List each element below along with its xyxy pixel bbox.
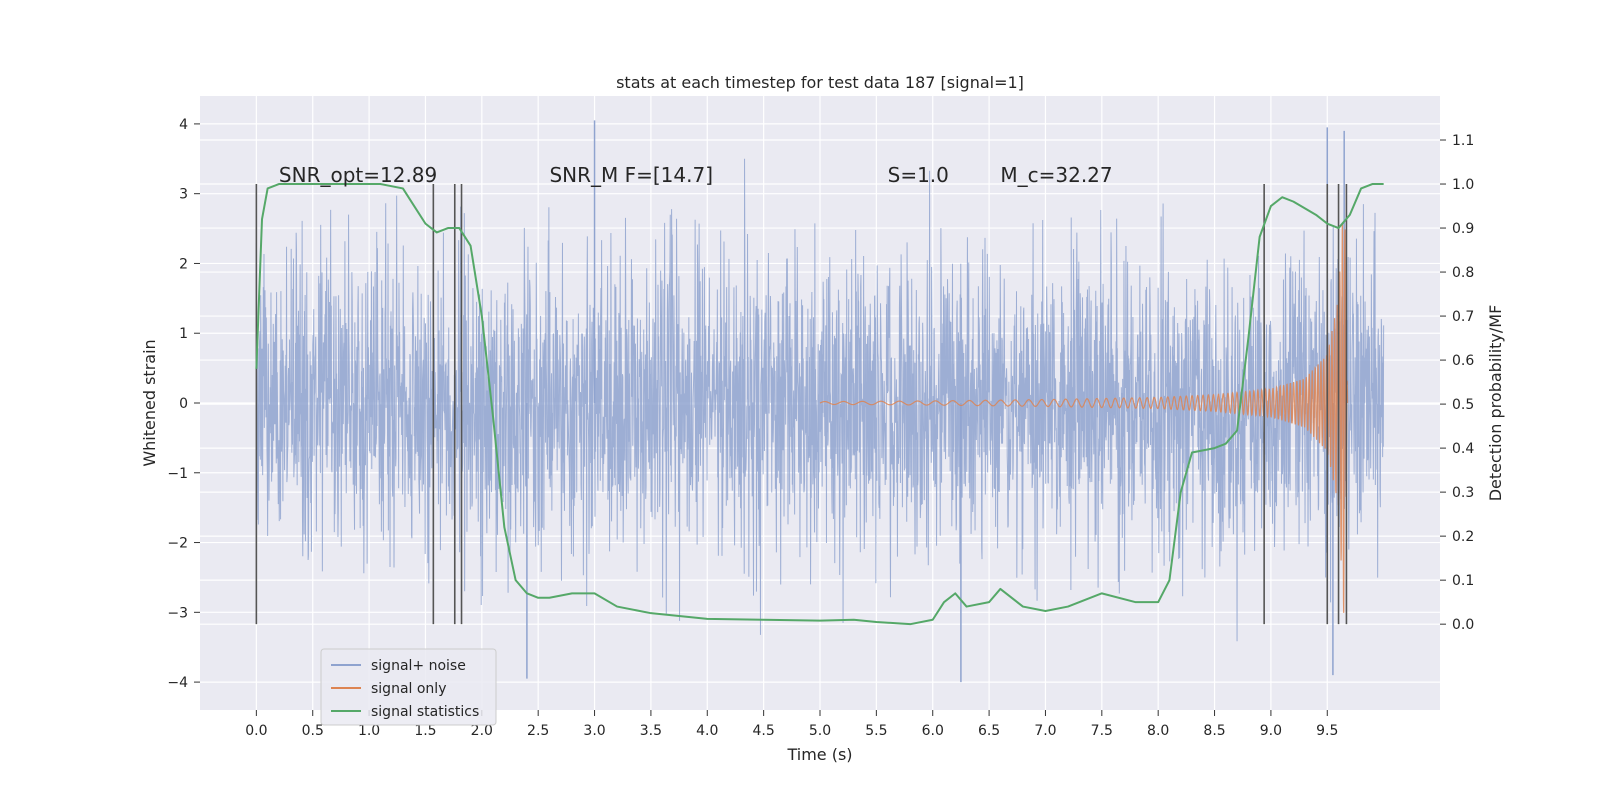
x-tick-label: 1.5 <box>414 723 436 739</box>
x-tick-label: 7.5 <box>1091 723 1113 739</box>
annotation-label: M_c=32.27 <box>1000 163 1112 187</box>
legend-box <box>320 648 497 726</box>
x-tick-label: 2.0 <box>471 723 493 739</box>
x-tick-label: 1.0 <box>358 723 380 739</box>
plot-area: SNR_opt=12.89 SNR_M F=[14.7] S=1.0 M_c=32.2… <box>255 120 1385 683</box>
y2-tick-label: 0.6 <box>1452 353 1474 369</box>
x-axis-label: Time (s) <box>786 745 852 764</box>
y2-tick-label: 0.9 <box>1452 221 1474 237</box>
y-tick-label: 2 <box>179 256 188 272</box>
y2-tick-label: 0.4 <box>1452 441 1474 457</box>
legend: signal+ noise signal only signal statistic… <box>320 648 497 726</box>
x-tick-label: 3.5 <box>640 723 662 739</box>
legend-label: signal+ noise <box>371 658 466 674</box>
y-tick-label: −3 <box>167 605 188 621</box>
y-tick-label: −4 <box>167 675 188 691</box>
y-tick-label: 3 <box>179 187 188 203</box>
y2-tick-label: 0.7 <box>1452 309 1474 325</box>
y2-tick-label: 0.1 <box>1452 573 1474 589</box>
x-tick-label: 8.0 <box>1147 723 1169 739</box>
x-tick-label: 8.5 <box>1203 723 1225 739</box>
chart-title: stats at each timestep for test data 187… <box>616 73 1024 92</box>
x-tick-label: 9.5 <box>1316 723 1338 739</box>
x-tick-label: 4.0 <box>696 723 718 739</box>
x-tick-label: 0.5 <box>302 723 324 739</box>
y2-tick-label: 0.0 <box>1452 617 1474 633</box>
vertical-markers <box>255 184 1348 625</box>
chirp-series <box>819 223 1349 613</box>
x-tick-label: 5.0 <box>809 723 831 739</box>
legend-label: signal statistics <box>371 704 479 720</box>
x-tick-label: 3.0 <box>583 723 605 739</box>
x-axis: 0.0 0.5 1.0 1.5 2.0 2.5 3.0 3.5 4.0 4.5 5.0 5.5 6.0 6… <box>245 710 1338 739</box>
x-tick-label: 5.5 <box>865 723 887 739</box>
noise-line <box>255 158 1385 642</box>
x-tick-label: 0.0 <box>245 723 267 739</box>
y-tick-label: −1 <box>167 466 188 482</box>
y2-tick-label: 1.1 <box>1452 133 1474 149</box>
statistics-series <box>255 183 1384 626</box>
x-tick-label: 9.0 <box>1260 723 1282 739</box>
legend-label: signal only <box>371 681 446 697</box>
y2-axis-label: Detection probability/MF <box>1486 305 1505 502</box>
y-tick-label: 0 <box>179 396 188 412</box>
x-tick-label: 4.5 <box>753 723 775 739</box>
y2-tick-label: 0.2 <box>1452 529 1474 545</box>
y-axis-left: 4 3 2 1 0 −1 −2 −3 −4 <box>167 117 200 691</box>
y-axis-label: Whitened strain <box>140 339 159 466</box>
y2-tick-label: 0.3 <box>1452 485 1474 501</box>
signal-only-line <box>819 223 1349 613</box>
annotations: SNR_opt=12.89 SNR_M F=[14.7] S=1.0 M_c=32.2… <box>279 163 1113 187</box>
y-tick-label: 1 <box>179 326 188 342</box>
annotation-label: SNR_M F=[14.7] <box>549 163 713 187</box>
annotation-label: SNR_opt=12.89 <box>279 163 437 187</box>
y2-tick-label: 1.0 <box>1452 177 1474 193</box>
x-tick-label: 6.5 <box>978 723 1000 739</box>
x-tick-label: 6.0 <box>922 723 944 739</box>
signal-statistics-line <box>255 183 1384 626</box>
y-axis-right: 1.1 1.0 0.9 0.8 0.7 0.6 0.5 0.4 0.3 0.2 0.1 0.0 <box>1440 133 1474 633</box>
y2-tick-label: 0.8 <box>1452 265 1474 281</box>
x-tick-label: 7.0 <box>1034 723 1056 739</box>
y-tick-label: −2 <box>167 536 188 552</box>
y2-tick-label: 0.5 <box>1452 397 1474 413</box>
x-tick-label: 2.5 <box>527 723 549 739</box>
y-tick-label: 4 <box>179 117 188 133</box>
annotation-label: S=1.0 <box>888 163 949 187</box>
